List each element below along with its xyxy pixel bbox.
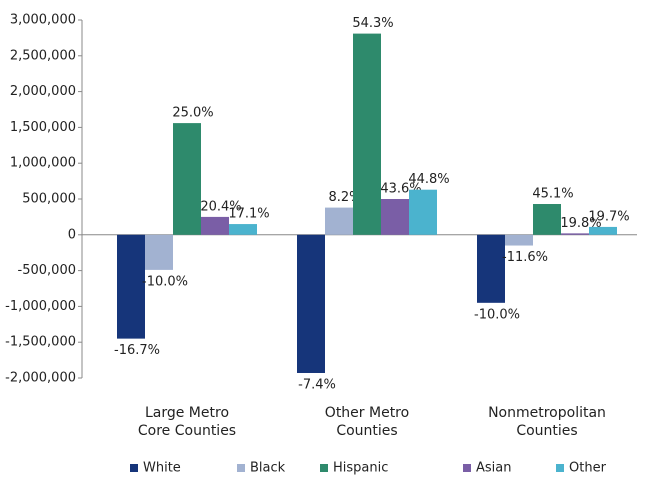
y-tick-label: 1,500,000 [10,120,76,135]
bar [409,189,437,235]
value-label: 44.8% [408,172,449,187]
bar [533,204,561,235]
legend-swatch [556,464,564,472]
value-label: -10.0% [474,307,520,322]
bar [117,234,145,339]
legend-label: Black [250,461,286,476]
value-label: 25.0% [172,106,213,121]
value-label: 45.1% [532,187,573,202]
legend-swatch [237,464,245,472]
value-label: -10.0% [142,274,188,289]
y-tick-label: -500,000 [18,263,76,278]
value-label: 19.7% [588,209,629,224]
bar [325,207,353,235]
bar [477,234,505,303]
value-label: -11.6% [502,250,548,265]
bar [353,33,381,235]
bar [201,216,229,235]
bar [381,199,409,235]
y-tick-label: 2,500,000 [10,48,76,63]
legend-label: Other [569,461,607,476]
bar [561,233,589,235]
x-tick-label: Large Metro Core Counties [137,405,237,439]
bar [297,234,325,373]
x-tick-label: Nonmetropolitan Counties [488,405,606,439]
bar [589,226,617,235]
legend-label: Asian [476,461,511,476]
y-tick-label: 0 [68,227,76,242]
y-tick-label: 3,000,000 [10,13,76,28]
legend-swatch [130,464,138,472]
bar [505,234,533,246]
y-tick-label: -1,500,000 [5,335,76,350]
bar [145,234,173,270]
y-tick-label: 1,000,000 [10,156,76,171]
value-label: 20.4% [200,199,241,214]
y-tick-label: 2,000,000 [10,84,76,99]
legend-swatch [463,464,471,472]
value-label: -16.7% [114,343,160,358]
y-tick-label: 500,000 [22,192,76,207]
bar [229,224,257,235]
y-tick-label: -2,000,000 [5,371,76,386]
value-label: 54.3% [352,16,393,31]
legend-label: Hispanic [333,461,388,476]
value-label: -7.4% [298,377,336,392]
legend-label: White [143,461,181,476]
bar [173,123,201,235]
y-tick-label: -1,000,000 [5,299,76,314]
x-tick-label: Other Metro Counties [324,405,410,439]
value-label: 17.1% [228,207,269,222]
legend-swatch [320,464,328,472]
